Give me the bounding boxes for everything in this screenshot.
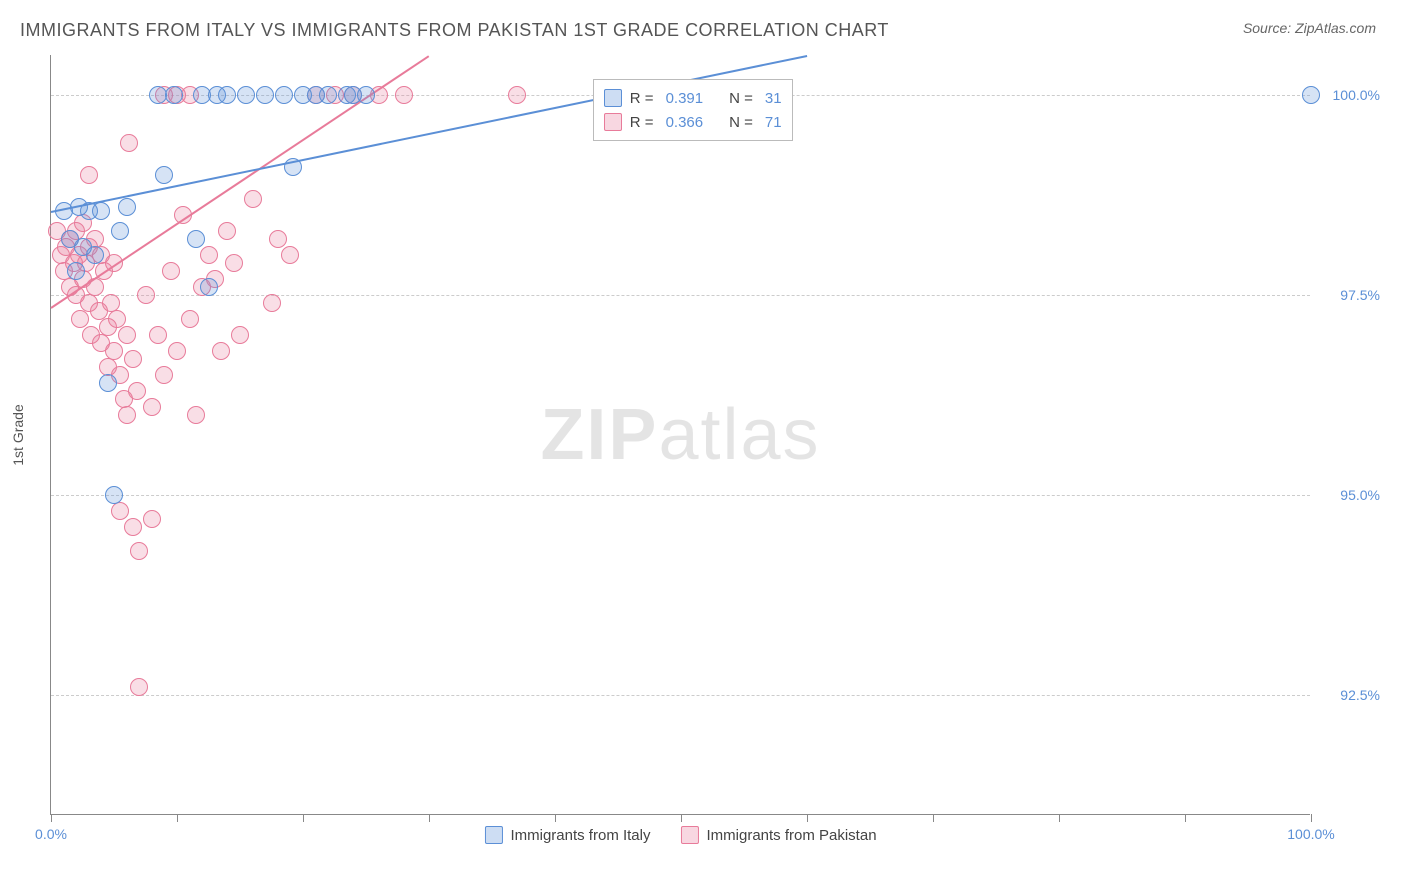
data-point-pakistan — [187, 406, 205, 424]
n-value-italy: 31 — [765, 90, 782, 107]
x-tick — [429, 814, 430, 822]
x-tick — [51, 814, 52, 822]
data-point-pakistan — [212, 342, 230, 360]
r-value-italy: 0.391 — [666, 90, 704, 107]
n-label: N = — [729, 90, 753, 107]
data-point-italy — [165, 86, 183, 104]
data-point-italy — [1302, 86, 1320, 104]
watermark: ZIPatlas — [540, 394, 820, 476]
y-tick-label: 97.5% — [1320, 287, 1380, 303]
legend-item-italy: Immigrants from Italy — [484, 826, 650, 844]
data-point-pakistan — [143, 398, 161, 416]
r-value-pakistan: 0.366 — [666, 114, 704, 131]
swatch-pakistan — [680, 826, 698, 844]
y-axis-label: 1st Grade — [10, 404, 26, 465]
source-link[interactable]: ZipAtlas.com — [1295, 20, 1376, 36]
data-point-italy — [92, 202, 110, 220]
stats-row-italy: R = 0.391 N = 31 — [604, 86, 782, 110]
data-point-pakistan — [124, 350, 142, 368]
swatch-italy — [604, 89, 622, 107]
stats-row-pakistan: R = 0.366 N = 71 — [604, 110, 782, 134]
gridline — [51, 695, 1310, 696]
gridline — [51, 295, 1310, 296]
data-point-pakistan — [143, 510, 161, 528]
legend-label-italy: Immigrants from Italy — [510, 827, 650, 844]
data-point-italy — [118, 198, 136, 216]
data-point-pakistan — [130, 542, 148, 560]
data-point-italy — [275, 86, 293, 104]
swatch-italy — [484, 826, 502, 844]
data-point-italy — [67, 262, 85, 280]
data-point-pakistan — [395, 86, 413, 104]
chart-container: 1st Grade ZIPatlas 92.5%95.0%97.5%100.0%… — [40, 55, 1380, 815]
data-point-italy — [357, 86, 375, 104]
data-point-italy — [105, 486, 123, 504]
x-tick — [1185, 814, 1186, 822]
data-point-pakistan — [225, 254, 243, 272]
data-point-pakistan — [120, 134, 138, 152]
source-attribution: Source: ZipAtlas.com — [1243, 20, 1376, 36]
y-tick-label: 92.5% — [1320, 687, 1380, 703]
data-point-italy — [86, 246, 104, 264]
data-point-pakistan — [231, 326, 249, 344]
data-point-pakistan — [118, 406, 136, 424]
data-point-pakistan — [108, 310, 126, 328]
n-value-pakistan: 71 — [765, 114, 782, 131]
swatch-pakistan — [604, 113, 622, 131]
x-tick — [681, 814, 682, 822]
data-point-italy — [149, 86, 167, 104]
data-point-pakistan — [181, 310, 199, 328]
data-point-pakistan — [200, 246, 218, 264]
plot-area: ZIPatlas 92.5%95.0%97.5%100.0%0.0%100.0%… — [50, 55, 1310, 815]
data-point-italy — [319, 86, 337, 104]
data-point-pakistan — [149, 326, 167, 344]
data-point-pakistan — [263, 294, 281, 312]
x-tick — [1059, 814, 1060, 822]
data-point-italy — [99, 374, 117, 392]
data-point-pakistan — [168, 342, 186, 360]
data-point-italy — [187, 230, 205, 248]
data-point-pakistan — [105, 342, 123, 360]
x-tick — [555, 814, 556, 822]
data-point-italy — [155, 166, 173, 184]
x-tick — [933, 814, 934, 822]
x-tick — [807, 814, 808, 822]
data-point-italy — [200, 278, 218, 296]
data-point-pakistan — [80, 166, 98, 184]
data-point-pakistan — [130, 678, 148, 696]
y-tick-label: 100.0% — [1320, 87, 1380, 103]
legend-item-pakistan: Immigrants from Pakistan — [680, 826, 876, 844]
x-tick-label: 100.0% — [1287, 826, 1334, 842]
x-tick — [1311, 814, 1312, 822]
data-point-pakistan — [124, 518, 142, 536]
data-point-italy — [111, 222, 129, 240]
data-point-pakistan — [137, 286, 155, 304]
series-legend: Immigrants from Italy Immigrants from Pak… — [484, 826, 876, 844]
gridline — [51, 495, 1310, 496]
n-label: N = — [729, 114, 753, 131]
r-label: R = — [630, 114, 654, 131]
data-point-pakistan — [162, 262, 180, 280]
stats-legend: R = 0.391 N = 31 R = 0.366 N = 71 — [593, 79, 793, 141]
data-point-pakistan — [155, 366, 173, 384]
r-label: R = — [630, 90, 654, 107]
data-point-pakistan — [508, 86, 526, 104]
data-point-pakistan — [244, 190, 262, 208]
x-tick — [303, 814, 304, 822]
data-point-pakistan — [118, 326, 136, 344]
chart-title: IMMIGRANTS FROM ITALY VS IMMIGRANTS FROM… — [20, 20, 889, 41]
data-point-italy — [237, 86, 255, 104]
data-point-italy — [218, 86, 236, 104]
y-tick-label: 95.0% — [1320, 487, 1380, 503]
data-point-pakistan — [269, 230, 287, 248]
data-point-pakistan — [71, 310, 89, 328]
data-point-italy — [256, 86, 274, 104]
data-point-pakistan — [218, 222, 236, 240]
x-tick — [177, 814, 178, 822]
data-point-pakistan — [111, 502, 129, 520]
data-point-pakistan — [128, 382, 146, 400]
legend-label-pakistan: Immigrants from Pakistan — [706, 827, 876, 844]
data-point-pakistan — [281, 246, 299, 264]
x-tick-label: 0.0% — [35, 826, 67, 842]
